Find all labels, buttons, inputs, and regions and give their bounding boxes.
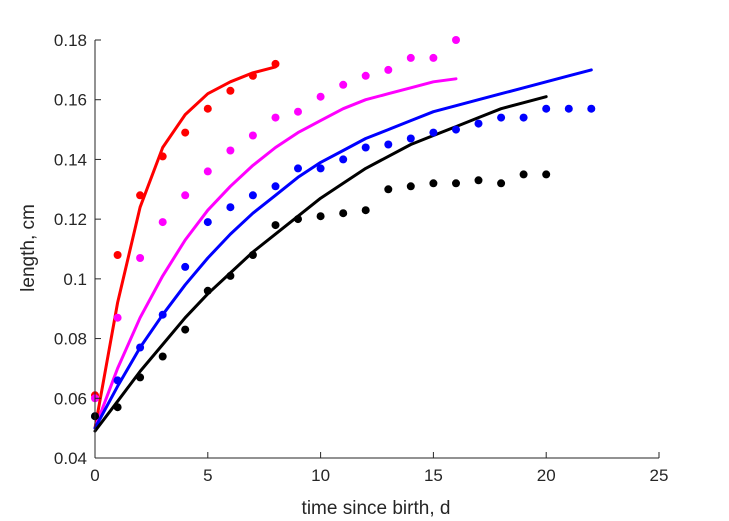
data-point-2 — [113, 376, 122, 385]
data-point-3 — [113, 403, 122, 412]
y-tick-label: 0.16 — [54, 91, 87, 110]
data-point-3 — [497, 179, 506, 188]
data-point-1 — [452, 36, 460, 44]
data-point-1 — [203, 167, 212, 176]
data-point-1 — [429, 53, 438, 62]
data-point-2 — [316, 164, 325, 173]
data-point-1 — [361, 71, 370, 80]
fit-curves — [93, 65, 593, 433]
x-axis-title: time since birth, d — [302, 498, 451, 519]
data-point-2 — [429, 128, 438, 137]
y-tick-label: 0.14 — [54, 150, 87, 169]
x-tick-label: 25 — [650, 466, 669, 485]
data-point-0 — [248, 71, 257, 80]
data-point-1 — [339, 80, 348, 89]
y-tick-label: 0.06 — [54, 389, 87, 408]
y-tick-label: 0.12 — [54, 210, 87, 229]
data-point-1 — [406, 53, 415, 62]
fit-curve-2 — [93, 68, 593, 430]
data-point-0 — [203, 104, 212, 113]
y-axis-title: length, cm — [18, 204, 39, 292]
data-point-2 — [587, 104, 596, 113]
data-point-1 — [294, 107, 302, 116]
data-point-2 — [339, 155, 348, 164]
data-point-2 — [294, 164, 302, 173]
fit-curve-0 — [93, 65, 277, 430]
data-point-3 — [452, 179, 460, 188]
data-point-3 — [203, 286, 212, 295]
y-tick-label: 0.18 — [54, 31, 87, 50]
data-point-2 — [361, 143, 370, 152]
data-point-2 — [181, 262, 190, 271]
data-point-3 — [429, 179, 438, 188]
data-point-1 — [226, 146, 235, 155]
data-point-2 — [226, 203, 235, 212]
data-point-3 — [181, 325, 190, 334]
fit-curve-1 — [93, 77, 458, 430]
y-tick-label: 0.08 — [54, 330, 87, 349]
data-point-2 — [519, 113, 528, 122]
data-point-0 — [136, 191, 145, 200]
data-point-1 — [181, 191, 190, 200]
data-point-3 — [158, 352, 167, 361]
y-tick-label: 0.04 — [54, 449, 87, 468]
data-point-1 — [271, 113, 280, 122]
data-point-3 — [294, 215, 302, 224]
data-point-3 — [248, 251, 257, 259]
data-point-2 — [136, 343, 145, 352]
data-point-2 — [474, 119, 483, 128]
data-point-2 — [564, 104, 573, 113]
x-tick-label: 20 — [537, 466, 556, 485]
data-points — [91, 36, 596, 421]
data-point-3 — [474, 176, 483, 185]
axes: 0 5 10 15 20 25 0.04 0.06 0.08 0.1 0.12 0.14 0.16 0.1… — [54, 31, 669, 485]
x-tick-label: 10 — [311, 466, 330, 485]
data-point-3 — [384, 185, 393, 194]
data-point-3 — [316, 212, 325, 221]
data-point-2 — [406, 134, 415, 143]
x-tick-label: 15 — [424, 466, 443, 485]
data-point-2 — [248, 191, 257, 200]
y-tick-label: 0.1 — [63, 270, 87, 289]
data-point-3 — [226, 271, 235, 280]
data-point-3 — [406, 182, 415, 191]
x-tick-label: 5 — [203, 466, 212, 485]
data-point-1 — [316, 92, 325, 101]
data-point-1 — [384, 65, 393, 74]
data-point-2 — [203, 218, 212, 227]
data-point-3 — [542, 170, 551, 179]
data-point-1 — [158, 218, 167, 227]
data-point-0 — [271, 59, 280, 68]
data-point-3 — [271, 221, 280, 230]
data-point-0 — [158, 152, 167, 161]
data-point-1 — [113, 313, 122, 322]
data-point-2 — [497, 113, 506, 122]
data-point-2 — [384, 140, 393, 149]
data-point-2 — [452, 125, 460, 134]
data-point-2 — [271, 182, 280, 191]
fit-curve-3 — [93, 95, 548, 433]
x-tick-label: 0 — [90, 466, 99, 485]
data-point-3 — [361, 206, 370, 215]
data-point-1 — [248, 131, 257, 140]
data-point-3 — [339, 209, 348, 218]
data-point-0 — [181, 128, 190, 137]
data-point-3 — [136, 373, 145, 382]
data-point-2 — [158, 310, 167, 319]
data-point-0 — [113, 251, 122, 259]
data-point-3 — [519, 170, 528, 179]
data-point-0 — [226, 86, 235, 95]
data-point-1 — [136, 254, 145, 262]
data-point-2 — [542, 104, 551, 113]
